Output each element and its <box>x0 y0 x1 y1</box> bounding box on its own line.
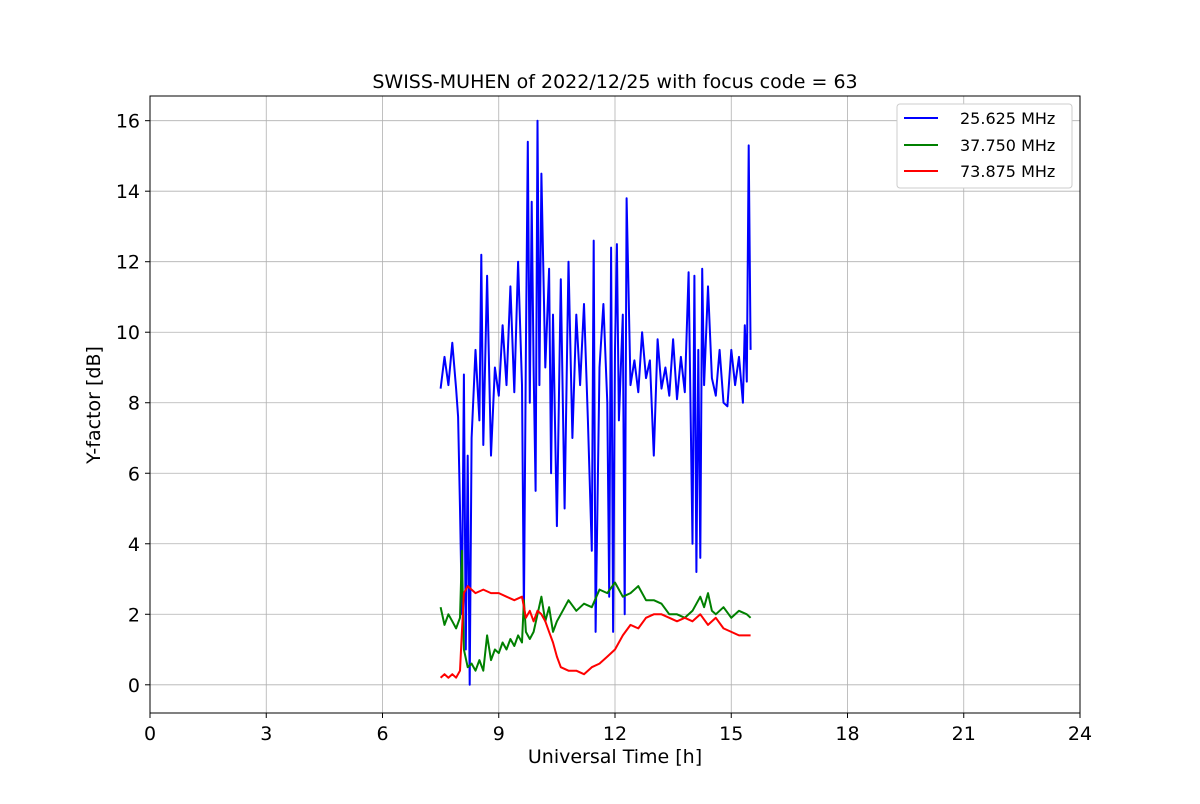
series-layer <box>439 119 752 686</box>
series-line-2 <box>439 585 751 679</box>
chart-title: SWISS-MUHEN of 2022/12/25 with focus cod… <box>372 71 857 93</box>
x-tick-label: 24 <box>1068 723 1092 745</box>
y-tick-label: 4 <box>128 534 140 556</box>
x-axis-ticks: 0 3 6 9 12 15 18 21 24 <box>144 713 1092 745</box>
y-tick-label: 2 <box>128 604 140 626</box>
x-tick-label: 3 <box>260 723 272 745</box>
x-tick-label: 0 <box>144 723 156 745</box>
y-axis-ticks: 0 2 4 6 8 10 12 14 16 <box>116 111 150 697</box>
y-tick-label: 12 <box>116 252 140 274</box>
x-axis-label: Universal Time [h] <box>528 746 702 768</box>
y-tick-label: 10 <box>116 322 140 344</box>
legend-label-37mhz: 37.750 MHz <box>960 136 1055 155</box>
legend-box <box>896 103 1073 189</box>
series-line-1 <box>439 549 752 672</box>
y-tick-label: 8 <box>128 393 140 415</box>
y-tick-label: 6 <box>128 463 140 485</box>
grid-lines <box>149 96 1081 713</box>
x-tick-label: 21 <box>952 723 976 745</box>
y-tick-label: 0 <box>128 675 140 697</box>
legend: 25.625 MHz 37.750 MHz 73.875 MHz <box>896 103 1073 189</box>
x-tick-label: 9 <box>493 723 505 745</box>
x-tick-label: 6 <box>376 723 388 745</box>
y-axis-label: Y-factor [dB] <box>83 346 105 465</box>
y-tick-label: 16 <box>116 111 140 133</box>
legend-label-73mhz: 73.875 MHz <box>960 162 1055 181</box>
legend-label-25mhz: 25.625 MHz <box>960 109 1055 128</box>
x-tick-label: 12 <box>603 723 627 745</box>
series-line-0 <box>439 119 752 686</box>
y-tick-label: 14 <box>116 181 140 203</box>
x-tick-label: 15 <box>719 723 743 745</box>
x-tick-label: 18 <box>835 723 859 745</box>
